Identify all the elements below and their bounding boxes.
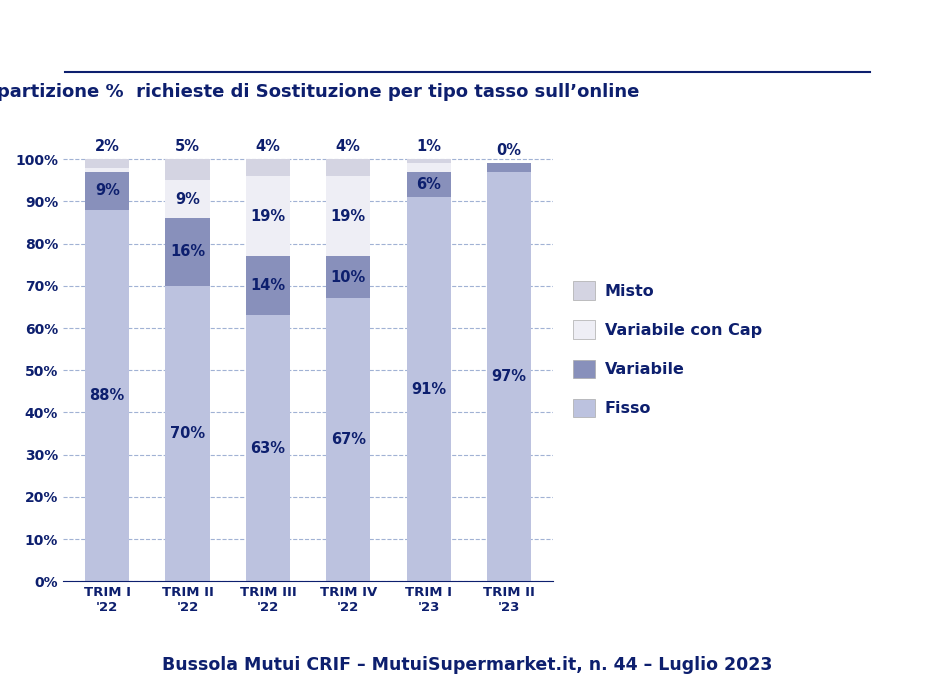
Text: 14%: 14% [251,278,285,293]
Text: 9%: 9% [94,183,120,198]
Legend: Misto, Variabile con Cap, Variabile, Fisso: Misto, Variabile con Cap, Variabile, Fis… [567,275,768,423]
Bar [85,159,129,168]
Text: 67%: 67% [331,432,366,447]
Text: 4%: 4% [255,139,280,154]
Text: 2%: 2% [94,139,120,154]
Text: 91%: 91% [411,382,446,397]
Bar [407,172,451,197]
Bar [246,159,290,176]
Bar [407,159,451,163]
Text: 9%: 9% [175,192,200,207]
Bar [487,163,531,172]
Bar [85,172,129,210]
Text: 19%: 19% [251,209,285,224]
Bar [326,256,370,298]
Text: 10%: 10% [331,269,366,285]
Bar [165,180,209,218]
Text: 97%: 97% [492,369,526,384]
Bar [246,256,290,315]
Bar [326,298,370,581]
Text: 5%: 5% [175,139,200,154]
Bar [246,315,290,581]
Bar [85,210,129,581]
Text: 0%: 0% [496,143,522,158]
Bar [165,286,209,581]
Text: 4%: 4% [336,139,361,154]
Bar [407,197,451,581]
Bar [165,218,209,286]
Bar [407,163,451,172]
Text: 6%: 6% [416,177,441,192]
Text: 1%: 1% [416,139,441,154]
Bar [326,176,370,256]
Bar [85,168,129,172]
Text: 16%: 16% [170,244,205,259]
Text: 70%: 70% [170,426,205,441]
Bar [246,176,290,256]
Text: 63%: 63% [251,441,285,456]
Text: 19%: 19% [331,209,366,224]
Bar [326,159,370,176]
Text: 88%: 88% [90,388,125,403]
Title: Ripartizione %  richieste di Sostituzione per tipo tasso sull’online: Ripartizione % richieste di Sostituzione… [0,83,640,101]
Text: Bussola Mutui CRIF – MutuiSupermarket.it, n. 44 – Luglio 2023: Bussola Mutui CRIF – MutuiSupermarket.it… [163,656,772,674]
Bar [165,159,209,180]
Bar [487,172,531,581]
